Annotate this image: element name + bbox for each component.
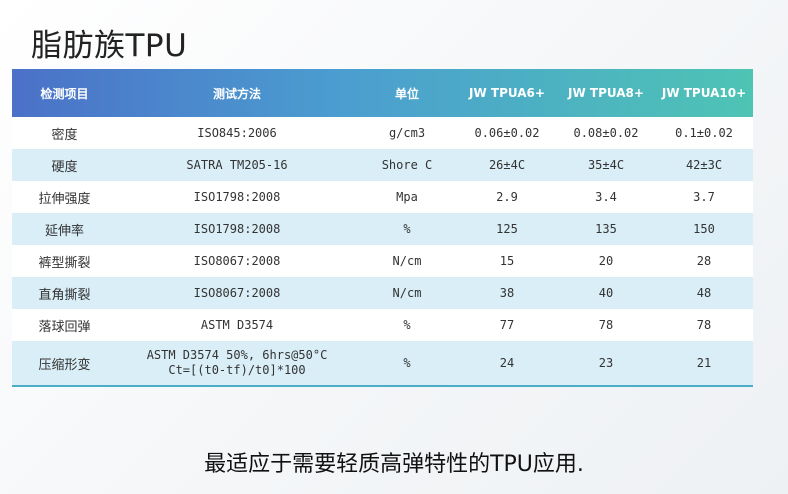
cell-item: 延伸率 bbox=[12, 213, 117, 245]
cell-tpua8: 20 bbox=[557, 245, 655, 277]
table-row: 落球回弹 ASTM D3574 % 77 78 78 bbox=[12, 309, 753, 341]
cell-tpua8: 3.4 bbox=[557, 181, 655, 213]
table-row: 密度 ISO845:2006 g/cm3 0.06±0.02 0.08±0.02… bbox=[12, 117, 753, 149]
cell-tpua6: 77 bbox=[457, 309, 557, 341]
header-tpua10: JW TPUA10+ bbox=[661, 86, 747, 100]
cell-tpua6: 26±4C bbox=[457, 149, 557, 181]
cell-tpua8: 0.08±0.02 bbox=[557, 117, 655, 149]
cell-method: ASTM D3574 50%, 6hrs@50°C Ct=[(t0-tf)/t0… bbox=[117, 341, 357, 387]
header-unit: 单位 bbox=[394, 86, 419, 101]
cell-method: ISO1798:2008 bbox=[117, 213, 357, 245]
header-test-item: 检测项目 bbox=[40, 86, 89, 101]
cell-tpua10: 150 bbox=[655, 213, 753, 245]
spec-table: 检测项目 测试方法 单位 JW TPUA6+ JW TPUA8+ JW TPUA… bbox=[12, 69, 753, 387]
cell-tpua6: 38 bbox=[457, 277, 557, 309]
cell-tpua10: 42±3C bbox=[655, 149, 753, 181]
cell-unit: Shore C bbox=[357, 149, 457, 181]
page-title: 脂肪族TPU bbox=[31, 28, 188, 64]
cell-unit: % bbox=[357, 309, 457, 341]
table-row: 裤型撕裂 ISO8067:2008 N/cm 15 20 28 bbox=[12, 245, 753, 277]
cell-method: ISO845:2006 bbox=[117, 117, 357, 149]
cell-tpua10: 3.7 bbox=[655, 181, 753, 213]
cell-unit: % bbox=[357, 341, 457, 387]
cell-tpua8: 40 bbox=[557, 277, 655, 309]
cell-item: 密度 bbox=[12, 117, 117, 149]
cell-unit: N/cm bbox=[357, 277, 457, 309]
cell-unit: Mpa bbox=[357, 181, 457, 213]
cell-tpua10: 0.1±0.02 bbox=[655, 117, 753, 149]
table-header-row: 检测项目 测试方法 单位 JW TPUA6+ JW TPUA8+ JW TPUA… bbox=[12, 69, 753, 117]
cell-method: ISO8067:2008 bbox=[117, 277, 357, 309]
cell-tpua10: 28 bbox=[655, 245, 753, 277]
table-row: 压缩形变 ASTM D3574 50%, 6hrs@50°C Ct=[(t0-t… bbox=[12, 341, 753, 387]
cell-item: 硬度 bbox=[12, 149, 117, 181]
cell-tpua6: 2.9 bbox=[457, 181, 557, 213]
table-row: 拉伸强度 ISO1798:2008 Mpa 2.9 3.4 3.7 bbox=[12, 181, 753, 213]
spec-table-container: 检测项目 测试方法 单位 JW TPUA6+ JW TPUA8+ JW TPUA… bbox=[12, 69, 753, 387]
cell-tpua6: 24 bbox=[457, 341, 557, 387]
method-line-2: Ct=[(t0-tf)/t0]*100 bbox=[168, 363, 306, 377]
cell-method: ASTM D3574 bbox=[117, 309, 357, 341]
cell-tpua6: 125 bbox=[457, 213, 557, 245]
cell-tpua10: 48 bbox=[655, 277, 753, 309]
cell-tpua8: 78 bbox=[557, 309, 655, 341]
header-tpua6: JW TPUA6+ bbox=[469, 86, 545, 100]
header-test-method: 测试方法 bbox=[212, 86, 261, 101]
table-row: 直角撕裂 ISO8067:2008 N/cm 38 40 48 bbox=[12, 277, 753, 309]
cell-method: ISO8067:2008 bbox=[117, 245, 357, 277]
cell-unit: N/cm bbox=[357, 245, 457, 277]
cell-unit: g/cm3 bbox=[357, 117, 457, 149]
method-line-1: ASTM D3574 50%, 6hrs@50°C bbox=[146, 348, 328, 362]
cell-unit: % bbox=[357, 213, 457, 245]
cell-method: SATRA TM205-16 bbox=[117, 149, 357, 181]
cell-tpua8: 35±4C bbox=[557, 149, 655, 181]
header-tpua8: JW TPUA8+ bbox=[568, 86, 644, 100]
cell-tpua10: 21 bbox=[655, 341, 753, 387]
cell-tpua8: 135 bbox=[557, 213, 655, 245]
cell-item: 压缩形变 bbox=[12, 341, 117, 387]
table-row: 硬度 SATRA TM205-16 Shore C 26±4C 35±4C 42… bbox=[12, 149, 753, 181]
cell-tpua10: 78 bbox=[655, 309, 753, 341]
cell-tpua6: 15 bbox=[457, 245, 557, 277]
cell-method: ISO1798:2008 bbox=[117, 181, 357, 213]
cell-tpua8: 23 bbox=[557, 341, 655, 387]
cell-item: 拉伸强度 bbox=[12, 181, 117, 213]
table-row: 延伸率 ISO1798:2008 % 125 135 150 bbox=[12, 213, 753, 245]
cell-item: 直角撕裂 bbox=[12, 277, 117, 309]
cell-tpua6: 0.06±0.02 bbox=[457, 117, 557, 149]
cell-item: 落球回弹 bbox=[12, 309, 117, 341]
application-note: 最适应于需要轻质高弹特性的TPU应用. bbox=[204, 452, 584, 477]
cell-item: 裤型撕裂 bbox=[12, 245, 117, 277]
